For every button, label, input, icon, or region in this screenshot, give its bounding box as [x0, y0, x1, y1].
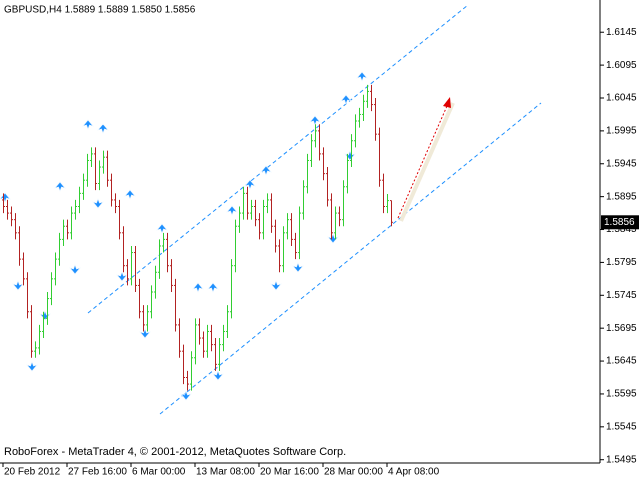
y-tick-label: 1.6145 [606, 27, 637, 38]
y-tick-label: 1.5595 [606, 389, 637, 400]
y-tick-label: 1.5545 [606, 421, 637, 432]
last-price-box [601, 215, 639, 230]
y-tick-label: 1.5495 [606, 454, 637, 465]
last-price-label: 1.5856 [604, 217, 635, 228]
channel-lower [159, 102, 542, 415]
x-tick-label: 6 Mar 00:00 [132, 467, 186, 478]
copyright: RoboForex - MetaTrader 4, © 2001-2012, M… [4, 446, 346, 458]
y-tick-label: 1.5895 [606, 191, 637, 202]
y-tick-label: 1.5995 [606, 126, 637, 137]
x-tick-label: 20 Mar 16:00 [260, 467, 319, 478]
x-tick-label: 27 Feb 16:00 [68, 467, 127, 478]
x-tick-label: 13 Mar 08:00 [196, 467, 255, 478]
y-tick-label: 1.5745 [606, 290, 637, 301]
x-tick-label: 28 Mar 00:00 [324, 467, 383, 478]
y-tick-label: 1.5645 [606, 356, 637, 367]
channel-upper [87, 4, 469, 314]
chart-title: GBPUSD,H4 1.5889 1.5889 1.5850 1.5856 [4, 5, 196, 16]
y-tick-label: 1.6045 [606, 93, 637, 104]
y-tick-label: 1.5695 [606, 323, 637, 334]
y-tick-label: 1.5845 [606, 224, 637, 235]
y-tick-label: 1.5945 [606, 158, 637, 169]
y-tick-label: 1.5795 [606, 257, 637, 268]
x-tick-label: 20 Feb 2012 [4, 467, 61, 478]
forecast-arrow [397, 105, 448, 219]
y-tick-label: 1.6095 [606, 60, 637, 71]
arrow-shadow [399, 102, 455, 222]
x-tick-label: 4 Apr 08:00 [388, 467, 440, 478]
forecast-arrowhead [443, 97, 451, 108]
